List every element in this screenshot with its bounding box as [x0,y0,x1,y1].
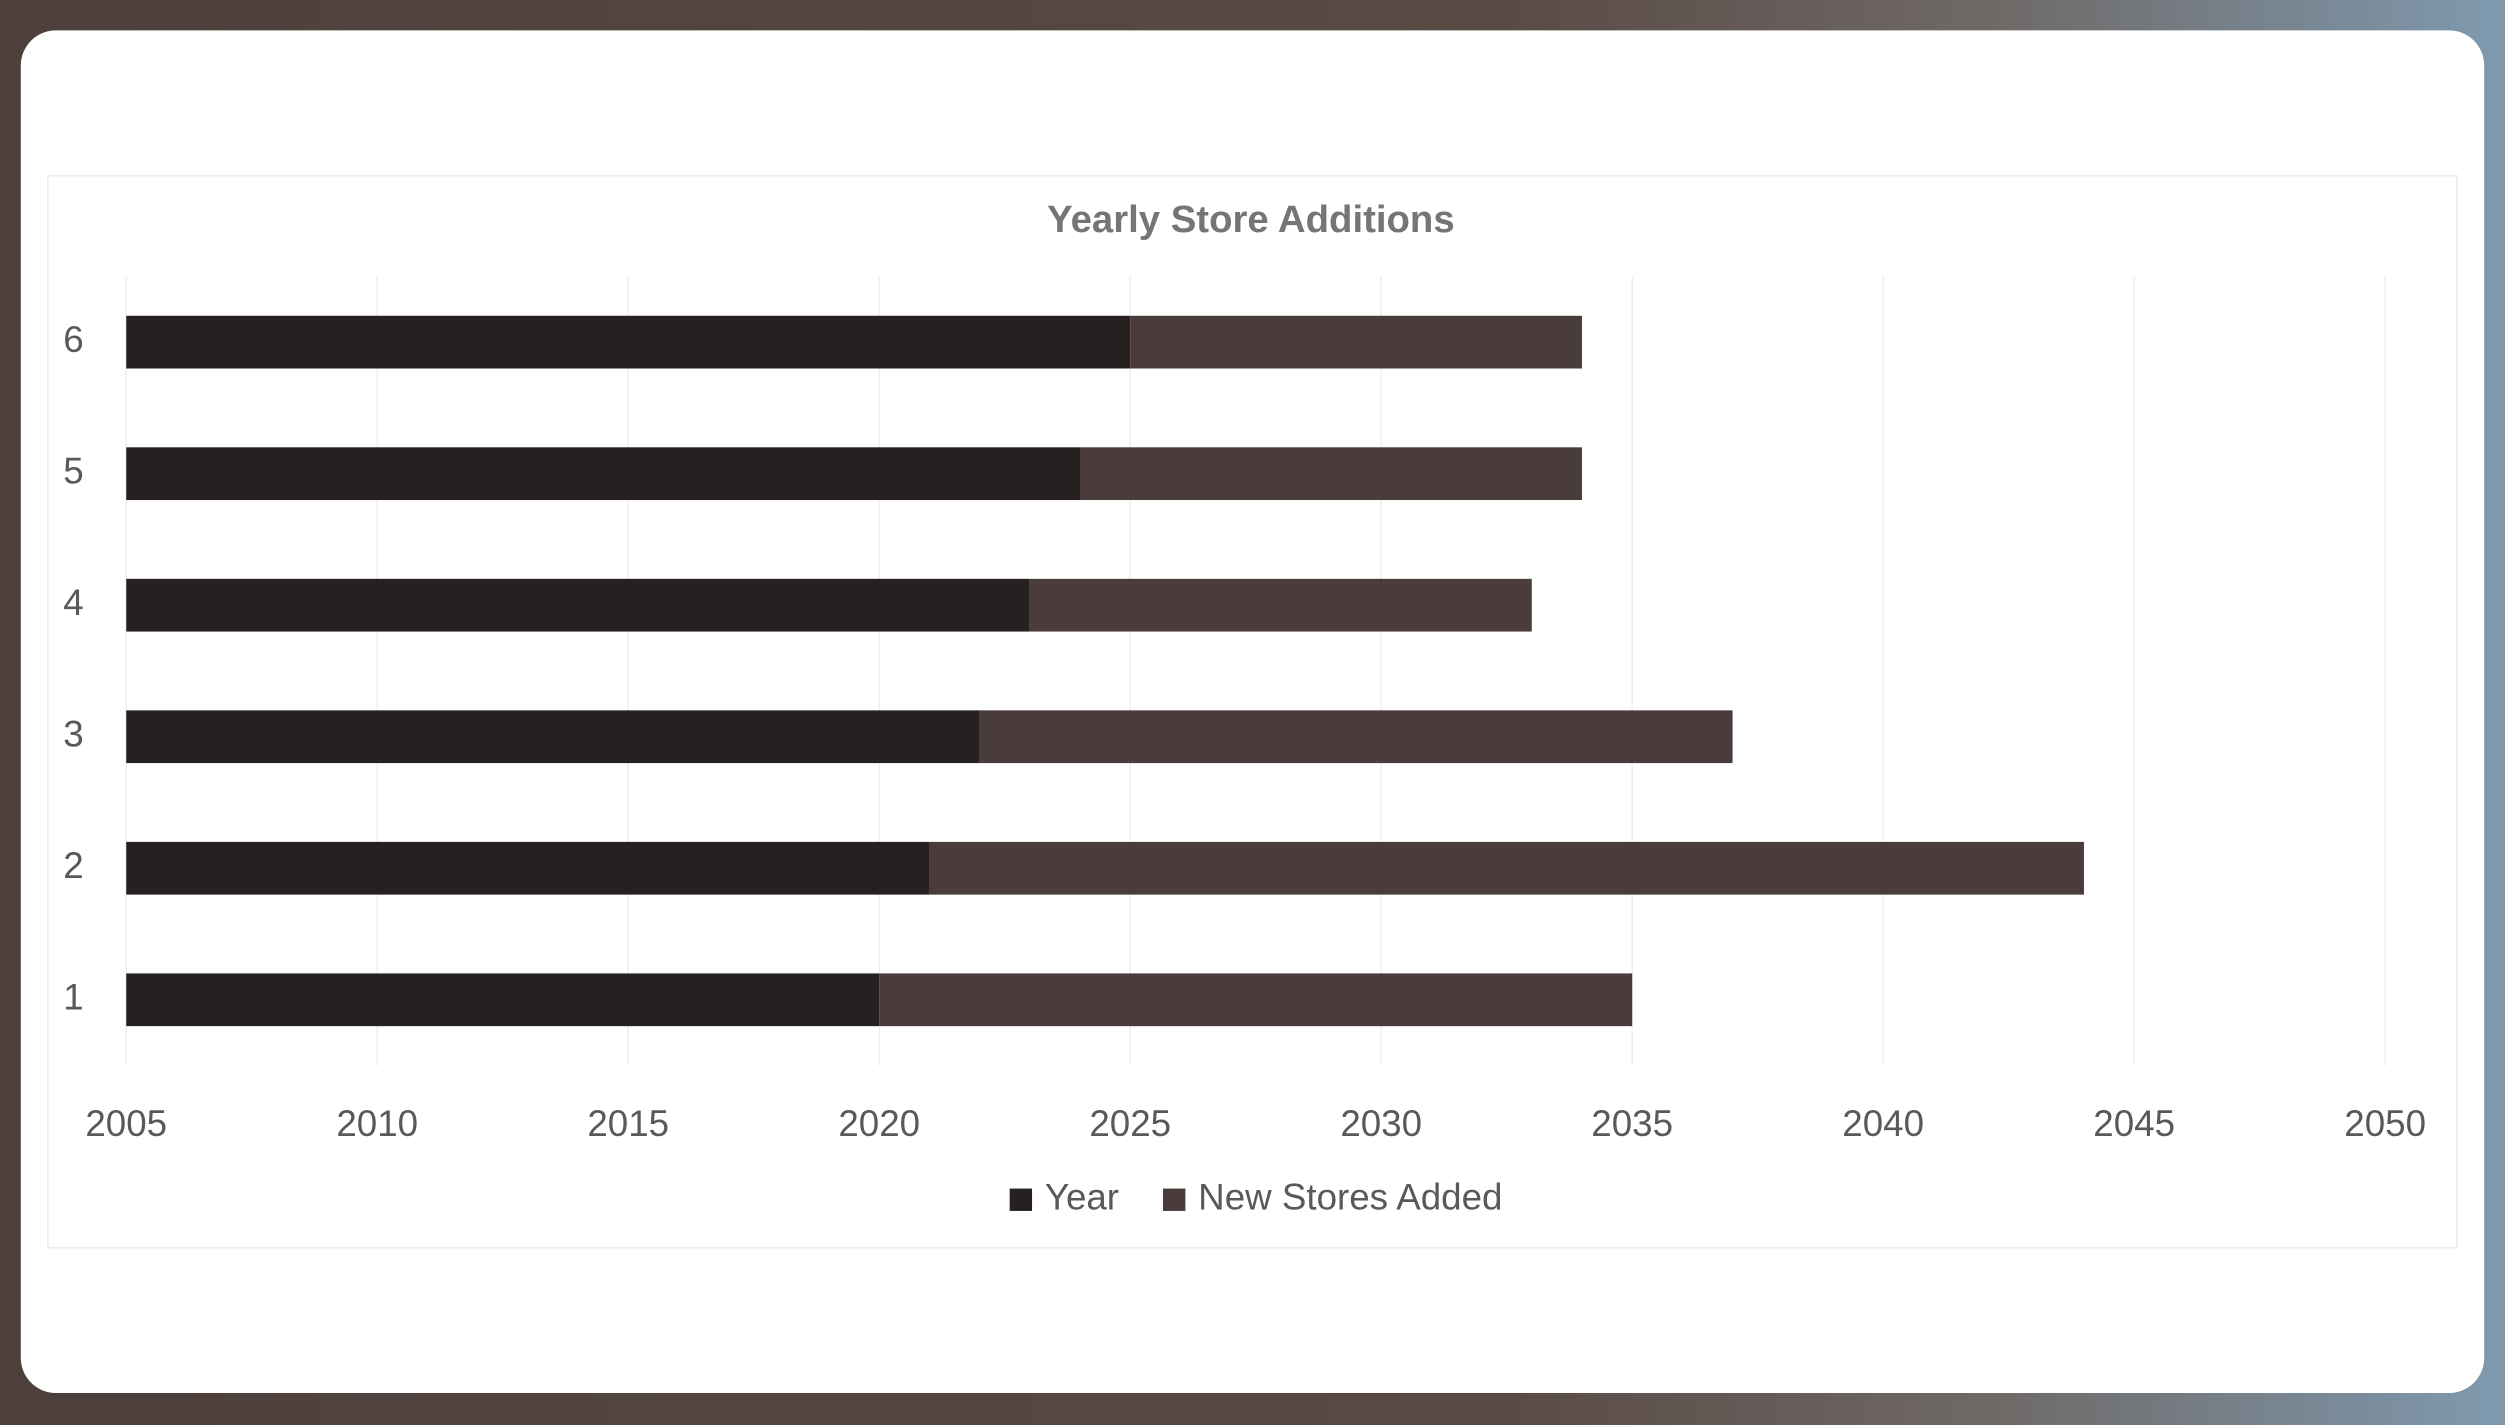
x-tick-label: 2025 [1089,1103,1171,1144]
bar-segment [126,841,930,895]
bar-segment [1080,447,1582,501]
y-tick-label: 6 [63,319,83,360]
bar-segment [929,841,2084,895]
bar-segment [126,315,1131,369]
x-tick-label: 2010 [336,1103,418,1144]
bar-segment [879,973,1633,1027]
bar-segment [1130,315,1582,369]
y-tick-label: 5 [63,450,83,491]
legend-label: New Stores Added [1198,1176,1502,1217]
y-tick-label: 4 [63,582,83,623]
x-tick-label: 2050 [2344,1103,2426,1144]
bar-segment [126,710,980,764]
x-tick-label: 2020 [838,1103,920,1144]
y-tick-label: 1 [63,976,83,1017]
chart-title: Yearly Store Additions [1047,198,1455,241]
x-tick-label: 2015 [587,1103,669,1144]
bar-segment [126,578,1030,632]
bar-segment [1029,578,1532,632]
x-tick-label: 2035 [1591,1103,1673,1144]
y-tick-label: 3 [63,713,83,754]
x-tick-label: 2045 [2093,1103,2175,1144]
bar-segment [979,710,1733,764]
x-tick-label: 2005 [85,1103,167,1144]
legend-swatch [1163,1188,1186,1211]
x-tick-label: 2040 [1842,1103,1924,1144]
legend-label: Year [1045,1176,1119,1217]
chart-area [47,174,2458,1249]
bar-segment [126,447,1081,501]
bar-segment [126,973,880,1027]
x-tick-label: 2030 [1340,1103,1422,1144]
legend-swatch [1009,1188,1033,1211]
y-tick-label: 2 [63,845,83,886]
